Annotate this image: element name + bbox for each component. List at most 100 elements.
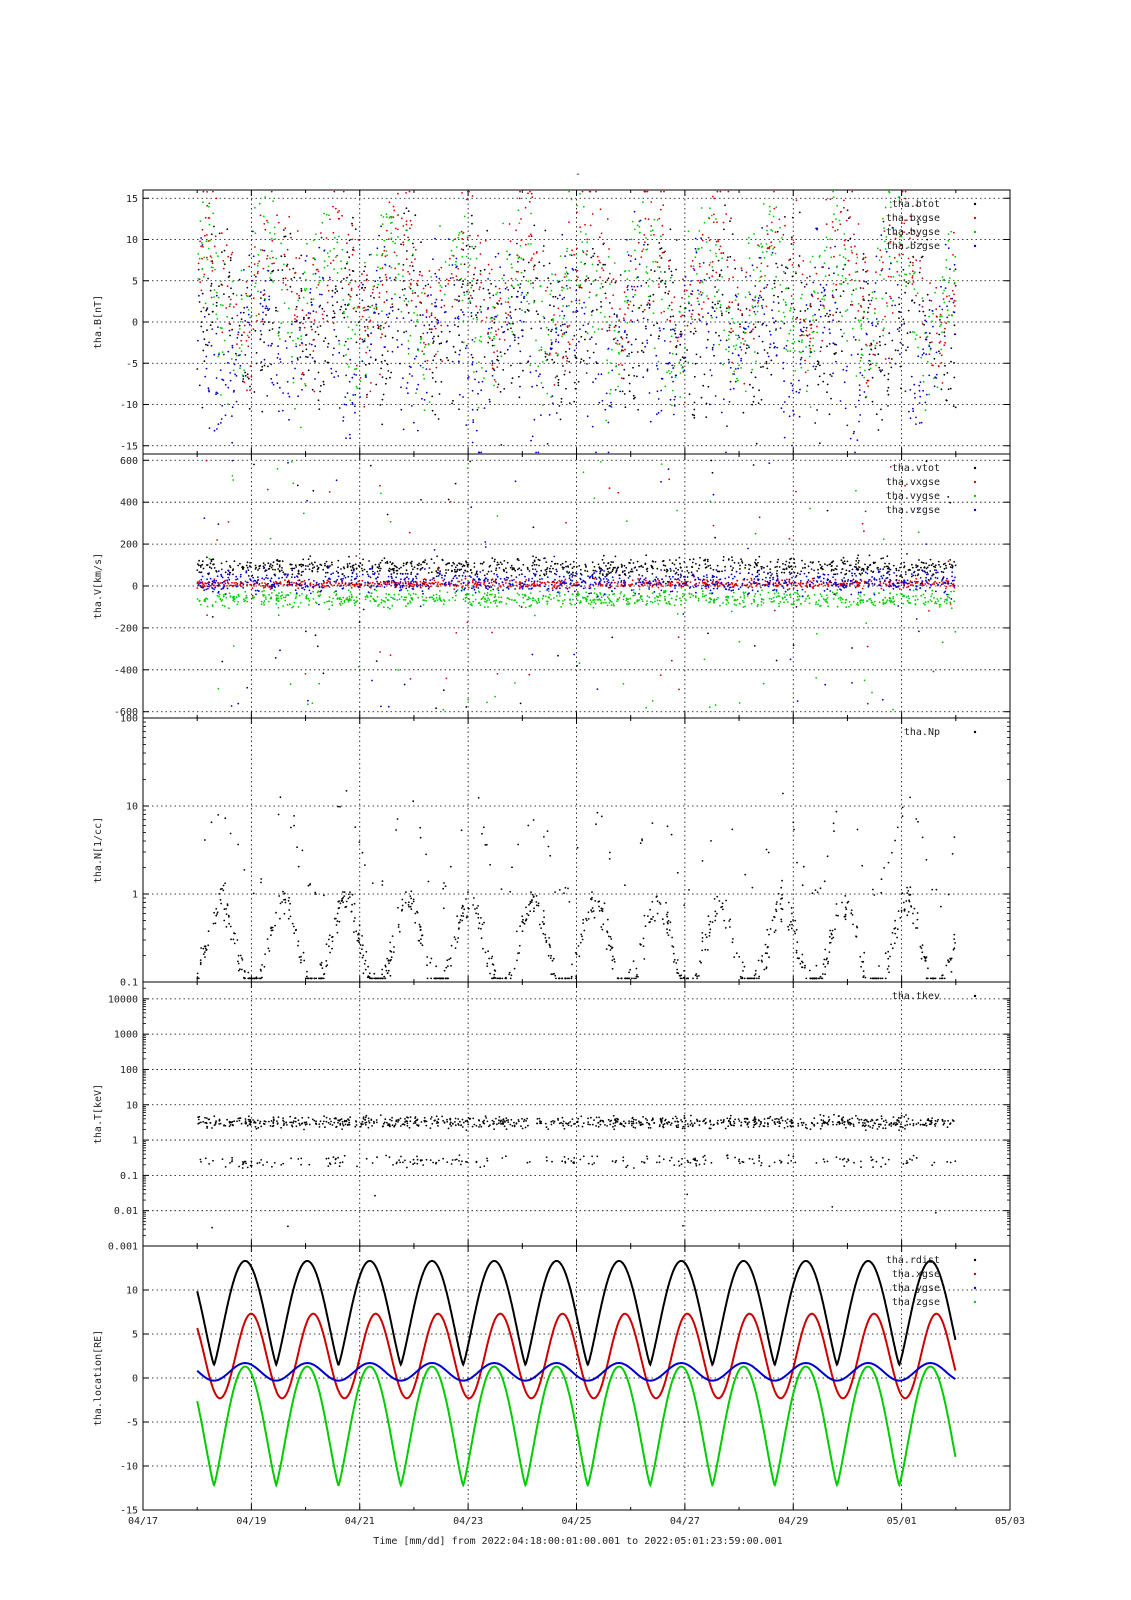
data-point: [215, 391, 218, 394]
data-point: [329, 250, 332, 252]
data-point: [934, 566, 937, 569]
data-point: [826, 509, 829, 512]
data-point: [212, 266, 214, 269]
data-point: [887, 386, 890, 389]
data-point: [383, 246, 386, 248]
data-point: [532, 568, 534, 570]
data-point: [586, 332, 589, 335]
data-point: [325, 213, 328, 216]
data-point: [388, 201, 391, 204]
data-point: [822, 331, 824, 334]
data-point: [217, 255, 219, 258]
data-point: [788, 581, 791, 584]
data-point: [645, 266, 648, 268]
data-point: [807, 369, 809, 372]
data-point: [650, 234, 652, 237]
data-point: [483, 583, 485, 585]
data-point: [874, 282, 877, 284]
data-point: [414, 258, 416, 260]
data-point: [823, 298, 826, 301]
data-point: [210, 282, 213, 285]
data-point: [381, 559, 383, 562]
data-point: [304, 383, 306, 385]
data-point: [424, 360, 427, 363]
data-point: [300, 563, 302, 566]
data-point: [235, 400, 238, 403]
data-point: [561, 286, 563, 289]
data-point: [862, 295, 864, 298]
data-point: [771, 230, 774, 232]
data-point: [326, 264, 329, 267]
data-point: [899, 353, 901, 355]
data-point: [679, 396, 682, 398]
data-point: [362, 558, 364, 561]
data-point: [318, 276, 321, 278]
data-point: [431, 377, 434, 379]
data-point: [886, 305, 889, 307]
data-point: [277, 332, 280, 335]
data-point: [287, 392, 290, 395]
data-point: [487, 307, 490, 309]
data-point: [379, 569, 381, 572]
data-point: [454, 263, 457, 266]
data-point: [904, 197, 907, 200]
data-point: [304, 289, 307, 292]
data-point: [558, 584, 560, 587]
data-point: [781, 579, 783, 582]
data-point: [278, 564, 281, 566]
data-point: [944, 562, 946, 565]
data-point: [865, 281, 868, 283]
data-point: [254, 246, 256, 248]
data-point: [305, 314, 308, 317]
data-point: [904, 273, 906, 276]
data-point: [817, 297, 819, 300]
data-point: [207, 277, 210, 280]
data-point: [651, 229, 654, 232]
data-point: [334, 288, 337, 290]
data-point: [392, 205, 395, 208]
data-point: [746, 344, 748, 346]
data-point: [672, 380, 674, 383]
data-point: [246, 376, 249, 379]
data-point: [307, 369, 310, 372]
data-point: [482, 287, 485, 290]
data-point: [354, 368, 356, 371]
data-point: [821, 565, 823, 568]
data-point: [861, 374, 864, 377]
data-point: [640, 349, 643, 352]
data-point: [914, 338, 917, 340]
data-point: [613, 326, 616, 329]
data-point: [599, 276, 601, 279]
data-point: [886, 390, 889, 392]
data-point: [877, 353, 880, 356]
data-point: [312, 323, 315, 325]
data-point: [636, 319, 639, 322]
data-point: [532, 526, 535, 529]
data-point: [729, 565, 732, 568]
data-point: [878, 259, 881, 262]
data-point: [952, 254, 954, 256]
data-point: [681, 296, 683, 299]
data-point: [911, 566, 914, 569]
data-point: [607, 573, 609, 576]
data-point: [586, 570, 589, 573]
data-point: [437, 335, 440, 338]
data-point: [219, 304, 222, 306]
data-point: [897, 196, 900, 199]
data-point: [602, 554, 605, 557]
data-point: [867, 306, 870, 309]
data-point: [953, 293, 955, 296]
data-point: [884, 315, 886, 318]
data-point: [367, 335, 370, 338]
data-point: [283, 583, 286, 586]
data-point: [230, 358, 233, 360]
data-point: [553, 384, 556, 386]
data-point: [842, 256, 845, 258]
data-point: [681, 570, 683, 572]
data-point: [713, 197, 715, 200]
data-point: [263, 223, 266, 225]
data-point: [547, 277, 550, 280]
data-point: [370, 253, 373, 256]
data-point: [699, 319, 701, 322]
data-point: [755, 360, 757, 363]
